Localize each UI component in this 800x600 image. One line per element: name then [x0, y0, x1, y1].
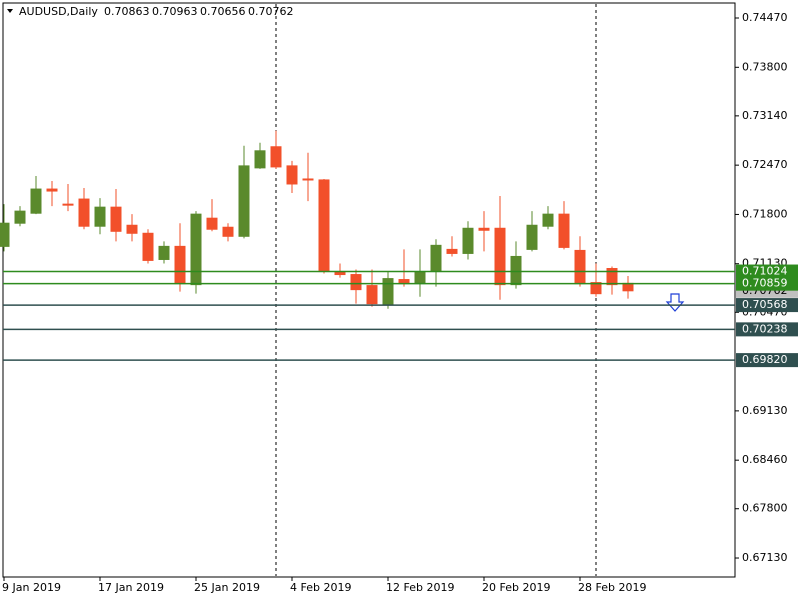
x-tick-label: 12 Feb 2019 — [386, 581, 454, 594]
x-tick-label: 20 Feb 2019 — [482, 581, 550, 594]
candle-body — [590, 282, 602, 295]
level-label-box — [736, 322, 798, 337]
candle-body — [30, 188, 42, 214]
candle-body — [126, 224, 138, 234]
candle-body — [222, 226, 234, 237]
y-tick-label: 0.73140 — [742, 109, 788, 122]
y-tick-label: 0.67130 — [742, 551, 788, 564]
x-tick-label: 25 Jan 2019 — [194, 581, 260, 594]
level-label: 0.71024 — [742, 265, 788, 278]
candle-body — [382, 278, 394, 306]
candle-body — [558, 213, 570, 248]
candle-body — [478, 227, 490, 231]
y-tick-label: 0.71800 — [742, 207, 788, 220]
x-tick-label: 28 Feb 2019 — [578, 581, 646, 594]
y-tick-label: 0.72470 — [742, 158, 788, 171]
header-low: 0.70656 — [200, 5, 246, 18]
candle-body — [254, 150, 266, 169]
header-open: 0.70863 — [104, 5, 150, 18]
y-tick-label: 0.69130 — [742, 404, 788, 417]
candle-body — [414, 271, 426, 285]
level-label: 0.70568 — [742, 298, 788, 311]
level-label: 0.70859 — [742, 277, 788, 290]
x-tick-label: 17 Jan 2019 — [98, 581, 164, 594]
candle-body — [14, 210, 26, 224]
y-tick-label: 0.68460 — [742, 453, 788, 466]
y-tick-label: 0.67800 — [742, 502, 788, 515]
candle-body — [190, 213, 202, 286]
candle-body — [206, 217, 218, 230]
x-tick-label: 9 Jan 2019 — [2, 581, 61, 594]
candle-body — [78, 198, 90, 227]
plot-frame — [2, 2, 736, 578]
candle-body — [286, 165, 298, 185]
candle-body — [0, 222, 10, 247]
candle-body — [430, 244, 442, 273]
candle-body — [446, 248, 458, 254]
candle-body — [46, 188, 58, 192]
candle-body — [158, 245, 170, 260]
menu-triangle[interactable] — [7, 9, 13, 13]
sell-arrow — [665, 293, 685, 312]
level-label: 0.70238 — [742, 322, 788, 335]
candle-body — [270, 146, 282, 168]
y-tick-label: 0.74470 — [742, 11, 788, 24]
candle-body — [62, 203, 74, 206]
candle-body — [238, 165, 250, 237]
candle-body — [606, 268, 618, 286]
header-high: 0.70963 — [152, 5, 198, 18]
candle-body — [366, 285, 378, 305]
level-label-box — [736, 276, 798, 291]
candle-body — [142, 232, 154, 261]
candle-body — [494, 227, 506, 286]
candle-body — [542, 213, 554, 227]
candle-body — [302, 178, 314, 181]
candle-body — [462, 227, 474, 254]
chart-title: AUDUSD,Daily — [19, 5, 98, 18]
candle-body — [318, 179, 330, 273]
candle-body — [174, 245, 186, 285]
candle-body — [526, 224, 538, 250]
candle-body — [110, 206, 122, 232]
candle-body — [574, 249, 586, 285]
y-tick-label: 0.73800 — [742, 60, 788, 73]
candle-body — [94, 206, 106, 227]
candle-body — [510, 255, 522, 286]
level-label-box — [736, 298, 798, 313]
candle-body — [622, 282, 634, 292]
candle-body — [350, 274, 362, 291]
level-label: 0.69820 — [742, 353, 788, 366]
level-label-box — [736, 264, 798, 279]
level-label-box — [736, 353, 798, 368]
header-close: 0.70762 — [248, 5, 294, 18]
x-tick-label: 4 Feb 2019 — [290, 581, 351, 594]
